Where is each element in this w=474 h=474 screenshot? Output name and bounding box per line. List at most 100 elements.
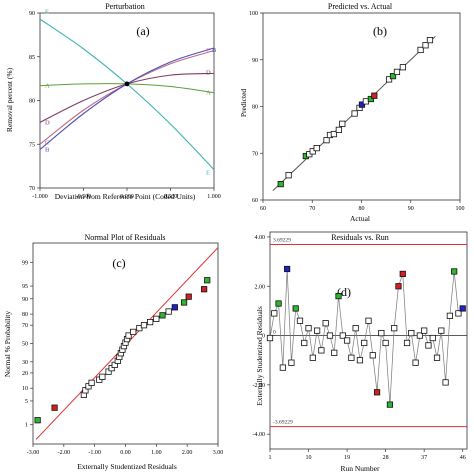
data-point [351,110,358,117]
y-tick-label: 90 [29,11,35,17]
panel-title: Perturbation [105,2,145,11]
data-point [180,299,188,306]
data-point [426,37,434,44]
y-tick-label: 85 [29,55,35,61]
y-tick-label: 0 [262,334,265,340]
x-tick-label: -0.500 [76,194,92,200]
data-point [365,317,372,324]
x-tick-label: 37 [421,455,427,461]
data-point [386,401,394,408]
x-axis-label: Externally Studentized Residuals [77,462,177,471]
y-axis-label: Externally Studentized Residuals [255,306,264,406]
data-point [339,120,346,127]
data-point [322,320,329,327]
series-line-D [39,72,215,123]
data-point [323,137,330,144]
data-point [271,310,278,317]
x-tick-label: 1 [269,455,272,461]
data-point [371,92,378,99]
data-point [159,312,166,319]
series-label-right: B [212,47,217,54]
x-tick-label: 60 [260,206,266,212]
normal-plot-panel: Normal Plot of Residuals (c) Externally … [3,233,223,471]
data-point [277,181,284,188]
data-point [147,319,154,326]
data-point [125,332,132,339]
y-tick-label: 80 [252,105,258,111]
data-point [422,42,429,49]
series-line-C [39,50,215,145]
x-tick-label: 46 [460,455,466,461]
panel-label: (c) [112,256,125,270]
series-label-left: B [45,147,50,154]
data-point [88,379,95,386]
data-point [292,305,299,312]
y-tick-label: -4.00 [253,432,266,438]
predicted-vs-actual-panel: Predicted vs. Actual (b) Actual Predicte… [239,2,465,223]
y-tick-label: 80 [29,99,35,105]
data-point [153,315,160,322]
y-tick-label: 5 [25,399,28,405]
x-axis-label: Run Number [341,464,380,473]
data-point [140,322,148,329]
x-tick-label: -1.00 [88,450,101,456]
panel-title: Predicted vs. Actual [328,2,393,11]
data-point [165,308,172,315]
data-point [313,145,320,152]
data-point [335,126,342,133]
control-limit-label: 3.69229 [273,238,291,244]
x-tick-label: 0.00 [120,450,131,456]
x-axis-label: Actual [350,214,370,223]
data-point [335,293,342,300]
zero-line-label: 0 [273,330,276,336]
y-tick-label: 70 [252,151,258,157]
data-point [382,339,389,347]
y-tick-label: 20 [22,371,28,377]
panel-title: Residuals vs. Run [331,233,389,242]
x-tick-label: 0.500 [164,194,178,200]
data-point [446,312,453,319]
data-point [378,330,385,337]
data-point [34,417,41,424]
y-tick-label: 75 [29,142,35,148]
data-point [309,354,316,361]
data-point [288,359,295,366]
x-tick-label: 19 [344,455,350,461]
data-point [130,328,137,336]
data-point [399,270,406,278]
panel-label: (a) [136,24,149,38]
data-point [417,46,424,54]
data-point [348,354,355,361]
perturbation-panel: Perturbation (a) Deviation from Referenc… [5,2,221,201]
data-point [301,339,308,347]
data-point [408,330,415,337]
y-tick-label: 60 [252,198,258,204]
y-tick-label: 95 [22,284,28,290]
data-point [412,359,419,366]
y-tick-label: 70 [22,323,28,329]
x-tick-label: 0.000 [120,194,134,200]
plot-frame [269,231,468,450]
x-tick-label: -1.000 [32,194,48,200]
y-tick-label: 80 [22,312,28,318]
data-point [433,354,441,361]
data-point [425,342,432,349]
data-point [305,325,312,332]
x-tick-label: 3.00 [213,450,224,456]
y-tick-label: 99 [22,260,28,266]
series-line-B [39,47,215,150]
series-label-right: A [206,90,211,97]
data-point [459,305,466,312]
series-line-E [39,18,215,171]
data-point [343,337,351,344]
x-axis-label: Deviation from Reference Point (Coded Un… [55,192,196,201]
data-point [331,349,338,356]
y-tick-label: 10 [22,386,28,392]
data-point [279,364,286,371]
data-point [358,101,366,108]
data-point [171,304,178,311]
y-tick-label: 70 [29,186,35,192]
data-point [361,339,368,347]
x-tick-label: -2.00 [58,450,71,456]
y-tick-label: 90 [252,58,258,64]
